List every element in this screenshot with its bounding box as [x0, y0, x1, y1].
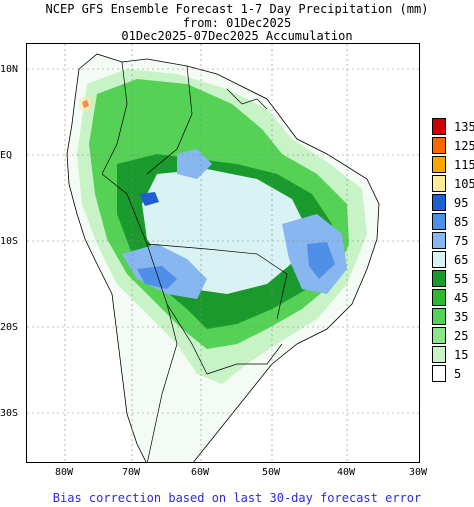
legend-swatch-75: [432, 232, 446, 249]
map-title-line3: 01Dec2025-07Dec2025 Accumulation: [121, 29, 353, 43]
precip-band-75: [122, 149, 347, 299]
legend-label-15: 15: [454, 348, 469, 362]
legend-label-125: 125: [454, 139, 474, 153]
lon-label-50w: 50W: [261, 467, 281, 478]
lat-label-eq: EQ: [0, 150, 13, 161]
legend-swatch-45: [432, 289, 446, 306]
legend-label-135: 135: [454, 120, 474, 134]
map-title-line1: NCEP GFS Ensemble Forecast 1-7 Day Preci…: [45, 2, 429, 16]
legend-swatch-15: [432, 346, 446, 363]
lat-label-20s: 20S: [0, 322, 19, 333]
legend-swatch-55: [432, 270, 446, 287]
lat-label-10n: 10N: [0, 64, 19, 75]
legend-swatch-115: [432, 156, 446, 173]
legend-label-45: 45: [454, 291, 469, 305]
country-borders: [101, 61, 288, 462]
legend-swatch-25: [432, 327, 446, 344]
precip-band-105: [79, 96, 93, 112]
lon-label-40w: 40W: [336, 467, 356, 478]
bias-correction-note: Bias correction based on last 30-day for…: [52, 491, 422, 505]
map-canvas: [27, 44, 419, 462]
legend-label-75: 75: [454, 234, 469, 248]
lon-label-30w: 30W: [408, 467, 428, 478]
legend-label-95: 95: [454, 196, 469, 210]
legend-swatch-135: [432, 118, 446, 135]
legend-swatch-85: [432, 213, 446, 230]
legend-label-5: 5: [454, 367, 462, 381]
legend-swatch-65: [432, 251, 446, 268]
legend-swatch-5: [432, 365, 446, 382]
precipitation-map: [26, 43, 420, 463]
precip-band-85: [137, 242, 335, 289]
legend-label-55: 55: [454, 272, 469, 286]
legend-swatch-95: [432, 194, 446, 211]
legend-swatch-125: [432, 137, 446, 154]
legend-label-105: 105: [454, 177, 474, 191]
legend-swatch-105: [432, 175, 446, 192]
legend-label-25: 25: [454, 329, 469, 343]
legend-label-65: 65: [454, 253, 469, 267]
map-gridlines: [27, 44, 419, 462]
map-title-line2: from: 01Dec2025: [182, 16, 292, 30]
lat-label-30s: 30S: [0, 408, 19, 419]
legend-label-115: 115: [454, 158, 474, 172]
legend-label-85: 85: [454, 215, 469, 229]
precip-band-95: [139, 192, 159, 206]
lat-label-10s: 10S: [0, 236, 19, 247]
lon-label-60w: 60W: [190, 467, 210, 478]
legend-label-35: 35: [454, 310, 469, 324]
lon-label-80w: 80W: [54, 467, 74, 478]
legend-swatch-35: [432, 308, 446, 325]
lon-label-70w: 70W: [121, 467, 141, 478]
